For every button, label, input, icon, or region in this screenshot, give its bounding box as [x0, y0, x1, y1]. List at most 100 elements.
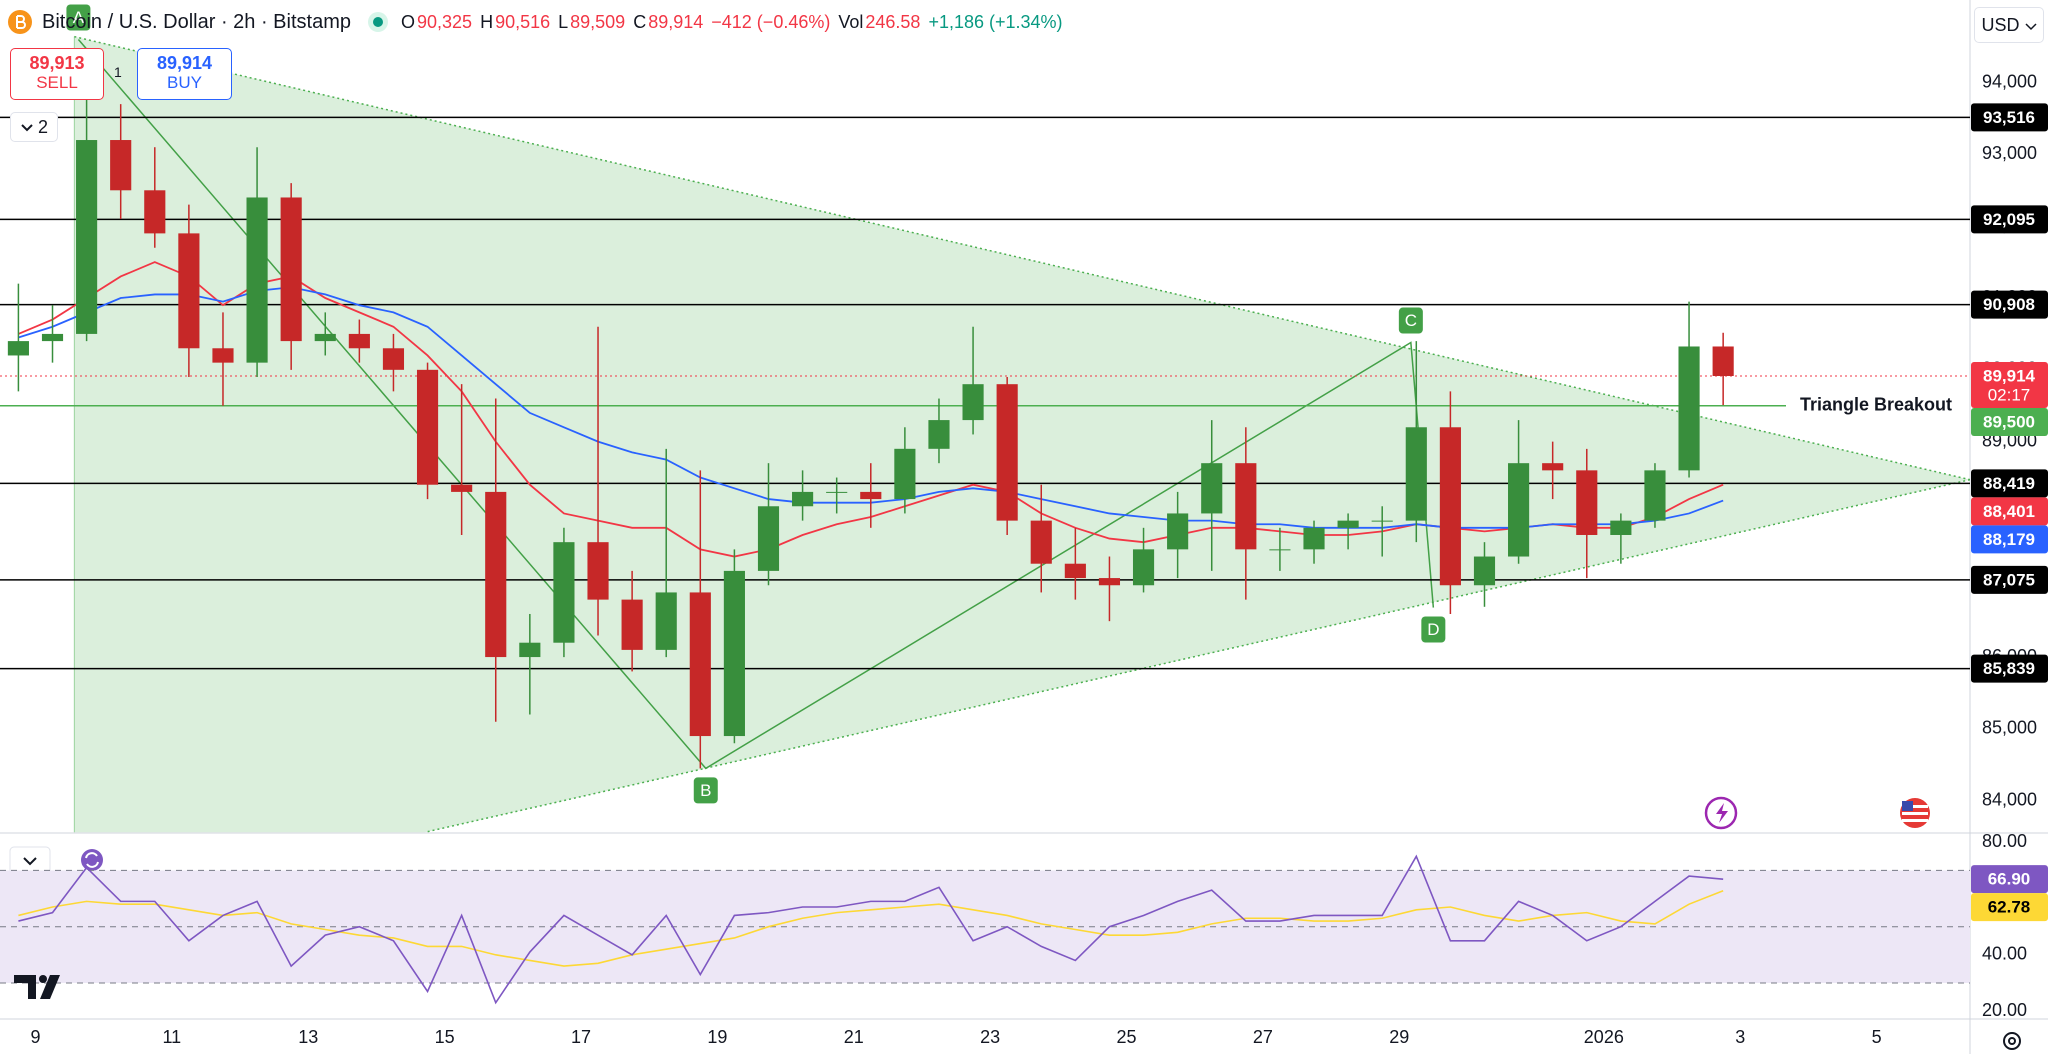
- candle-body: [144, 190, 166, 234]
- price-tag-label: 88,419: [1983, 474, 2035, 493]
- buy-label: BUY: [167, 73, 202, 92]
- candle-body: [110, 140, 132, 191]
- rsi-refresh-icon[interactable]: [81, 849, 103, 871]
- rsi-pane: [0, 854, 1970, 1005]
- candle-body: [826, 491, 848, 493]
- candle-body: [41, 333, 64, 342]
- flag-icon[interactable]: [1900, 798, 1930, 828]
- x-tick-label: 21: [844, 1027, 864, 1047]
- candle-body: [7, 341, 29, 356]
- candle-body: [1167, 513, 1189, 550]
- price-tag-label: 89,914: [1983, 366, 2036, 385]
- x-tick-label: 15: [435, 1027, 455, 1047]
- triangle-area: [74, 36, 1970, 833]
- candle-body: [280, 197, 302, 342]
- pattern-label-box: [66, 4, 91, 31]
- candle-body: [1235, 463, 1257, 550]
- candle-body: [655, 592, 677, 650]
- price-tag: [1971, 361, 2048, 408]
- price-tag-label: 88,179: [1983, 530, 2035, 549]
- indicator-count: 2: [37, 117, 48, 137]
- price-tag-label: 92,095: [1983, 210, 2035, 229]
- pattern-label-box: [1421, 616, 1446, 643]
- candle-body: [416, 369, 439, 485]
- chevron: [2024, 23, 2037, 31]
- sell-price: 89,913: [29, 53, 85, 73]
- rsi-tick-label: 40.00: [1982, 944, 2027, 964]
- candle-body: [553, 542, 575, 643]
- candle-body: [451, 484, 473, 492]
- volume: 246.58: [865, 11, 921, 32]
- collapse-rsi-button[interactable]: [9, 846, 51, 876]
- price-tag: [1971, 205, 2048, 234]
- x-tick-label: 25: [1116, 1027, 1136, 1047]
- candle-body: [1542, 463, 1564, 471]
- lightning-icon[interactable]: [1704, 796, 1738, 830]
- candle-body: [1678, 346, 1700, 471]
- price-tag: [1971, 290, 2048, 319]
- candle-body: [1644, 470, 1666, 521]
- candle-body: [348, 333, 370, 349]
- volume-change: +1,186 (+1.34%): [928, 11, 1063, 32]
- candle-body: [76, 140, 98, 334]
- price-tag-label: 02:17: [1988, 385, 2031, 404]
- price-tag: [1971, 565, 2048, 594]
- price-tag: [1971, 654, 2048, 683]
- pattern-label: A: [73, 8, 85, 27]
- price-tag: [1971, 497, 2048, 526]
- x-tick-label: 3: [1735, 1027, 1745, 1047]
- price-tag-label: 88,401: [1983, 502, 2035, 521]
- candle-body: [212, 348, 234, 363]
- change: −412 (−0.46%): [711, 11, 831, 32]
- candle-body: [1337, 520, 1359, 528]
- ohlc-key: L: [558, 11, 569, 32]
- ohlc-key: C: [633, 11, 647, 32]
- indicators-toggle[interactable]: 2: [10, 112, 58, 142]
- price-tag: [1971, 865, 2048, 894]
- pattern-label: B: [700, 781, 711, 800]
- x-tick-label: 29: [1389, 1027, 1409, 1047]
- x-tick-label: 5: [1872, 1027, 1882, 1047]
- candle-body: [928, 420, 950, 449]
- candle-body: [1098, 578, 1121, 586]
- rsi-line: [18, 889, 1724, 967]
- x-tick-label: 19: [707, 1027, 727, 1047]
- price-tag: [1971, 525, 2048, 554]
- candle-body: [996, 384, 1018, 521]
- rsi-tick-label: 80.00: [1982, 831, 2027, 851]
- price-tag-label: 90,908: [1983, 295, 2035, 314]
- candle-body: [1064, 563, 1086, 579]
- price-tag-label: 89,500: [1983, 412, 2035, 431]
- ohlc-value: 89,509: [570, 11, 626, 32]
- settings-icon[interactable]: [2003, 1032, 2021, 1050]
- candle-body: [962, 384, 984, 421]
- pattern-label-box: [1398, 307, 1423, 334]
- x-tick-label: 13: [298, 1027, 318, 1047]
- volume-key: Vol: [838, 11, 864, 32]
- candle-body: [587, 542, 609, 600]
- buy-button[interactable]: 89,914 BUY: [137, 48, 232, 100]
- y-tick-label: 84,000: [1982, 789, 2037, 809]
- candle-body: [757, 506, 780, 571]
- price-tag: [1971, 469, 2048, 498]
- ohlc-key: H: [480, 11, 494, 32]
- candle-body: [314, 333, 336, 342]
- rsi-tick-label: 20.00: [1982, 1000, 2027, 1020]
- ohlc-values: O 90,325 H 90,516 L 89,509 C 89,914 −412 (−0.46%…: [401, 12, 1065, 33]
- currency-selector[interactable]: USD: [1974, 7, 2044, 43]
- symbol-name[interactable]: Bitcoin / U.S. Dollar · 2h · Bitstamp: [42, 10, 351, 33]
- price-tag-label: 62.78: [1988, 898, 2031, 917]
- market-status-dot: [367, 12, 388, 32]
- candle-body: [1371, 520, 1393, 522]
- candle-body: [1303, 527, 1325, 550]
- ohlc-key: O: [400, 11, 415, 32]
- spread: 1: [114, 64, 122, 80]
- pattern-label-box: [693, 777, 718, 804]
- bitcoin-icon: [8, 10, 32, 34]
- candle-body: [1030, 520, 1052, 564]
- sell-button[interactable]: 89,913 SELL: [10, 48, 104, 100]
- candle-body: [1473, 556, 1496, 586]
- x-tick-label: 17: [571, 1027, 591, 1047]
